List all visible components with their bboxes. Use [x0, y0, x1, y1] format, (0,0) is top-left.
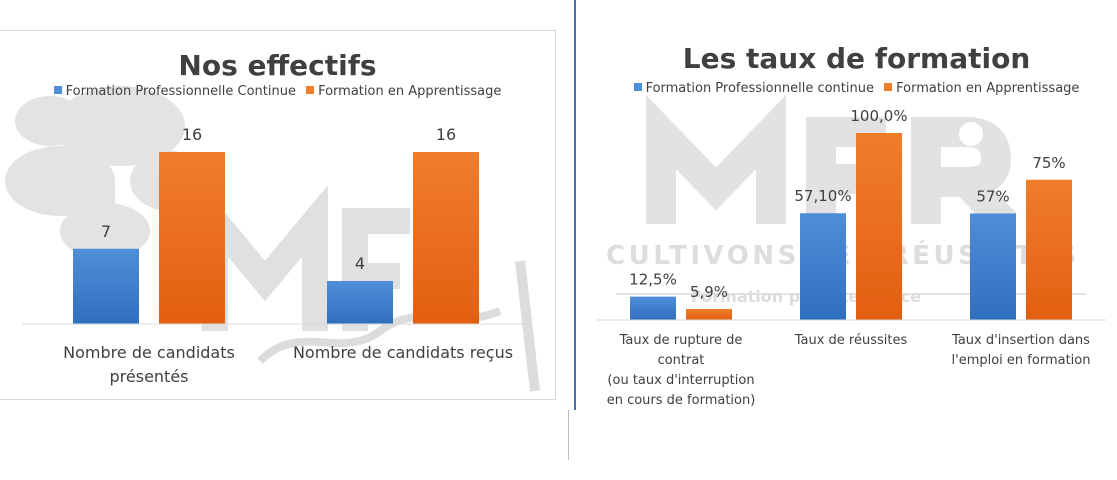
bar-apprentissage [856, 133, 902, 320]
bar-continue [630, 296, 676, 320]
category-label: contrat [658, 353, 705, 368]
legend-label-continue: Formation Professionnelle continue [645, 81, 874, 96]
legend-label-continue: Formation Professionnelle Continue [65, 84, 296, 99]
legend-swatch-continue [53, 86, 62, 94]
bar-apprentissage [686, 308, 732, 320]
chart-nos-effectifs: Nos effectifs Formation Professionnelle … [0, 30, 556, 400]
bar-apprentissage [1026, 179, 1072, 320]
legend-label-apprentissage: Formation en Apprentissage [318, 84, 502, 99]
legend-swatch-apprentissage [884, 83, 893, 91]
category-label: Nombre de candidats reçus [293, 343, 513, 362]
chart-legend: Formation Professionnelle continue Forma… [596, 81, 1117, 96]
data-label: 57% [976, 187, 1009, 205]
bar-continue [970, 213, 1016, 320]
legend-swatch-continue [633, 83, 642, 91]
legend-item-continue: Formation Professionnelle continue [633, 81, 874, 96]
category-label: Nombre de candidats [63, 343, 235, 362]
bar-apprentissage [413, 152, 479, 324]
data-label: 16 [182, 125, 202, 144]
data-label: 16 [436, 125, 456, 144]
vertical-divider-lower [568, 410, 569, 460]
category-label: en cours de formation) [607, 393, 756, 408]
bar-continue [73, 248, 139, 324]
bar-continue [800, 213, 846, 320]
data-label: 12,5% [629, 271, 677, 289]
category-label: (ou taux d'interruption [607, 373, 754, 388]
chart-plot-taux: 12,5% 5,9% Taux de rupture de contrat (ou ta… [596, 107, 1106, 408]
data-label: 5,9% [690, 283, 728, 301]
data-label: 7 [101, 222, 111, 241]
data-label: 75% [1032, 154, 1065, 172]
chart-taux-formation: CULTIVONS LES RÉUSSITES Formation par al… [596, 24, 1117, 414]
bar-apprentissage [159, 152, 225, 324]
category-label: Taux de rupture de [619, 333, 743, 348]
chart-title: Les taux de formation [682, 42, 1031, 75]
category-label: Taux d'insertion dans [951, 333, 1090, 348]
legend-item-apprentissage: Formation en Apprentissage [884, 81, 1079, 96]
bar-continue [327, 281, 393, 324]
vertical-divider [574, 0, 576, 410]
category-label: l'emploi en formation [952, 353, 1091, 368]
legend-item-apprentissage: Formation en Apprentissage [306, 84, 501, 99]
data-label: 100,0% [850, 107, 907, 125]
chart-title: Nos effectifs [178, 49, 377, 82]
data-label: 57,10% [794, 187, 851, 205]
chart-plot-effectifs: 7 16 Nombre de candidats présentés 4 16 Nombre… [22, 125, 530, 386]
category-label: Taux de réussites [794, 333, 908, 348]
legend-item-continue: Formation Professionnelle Continue [53, 84, 296, 99]
legend-swatch-apprentissage [306, 86, 315, 94]
chart-legend: Formation Professionnelle Continue Forma… [0, 84, 555, 99]
data-label: 4 [355, 254, 365, 273]
legend-label-apprentissage: Formation en Apprentissage [896, 81, 1080, 96]
category-label: présentés [110, 367, 189, 386]
